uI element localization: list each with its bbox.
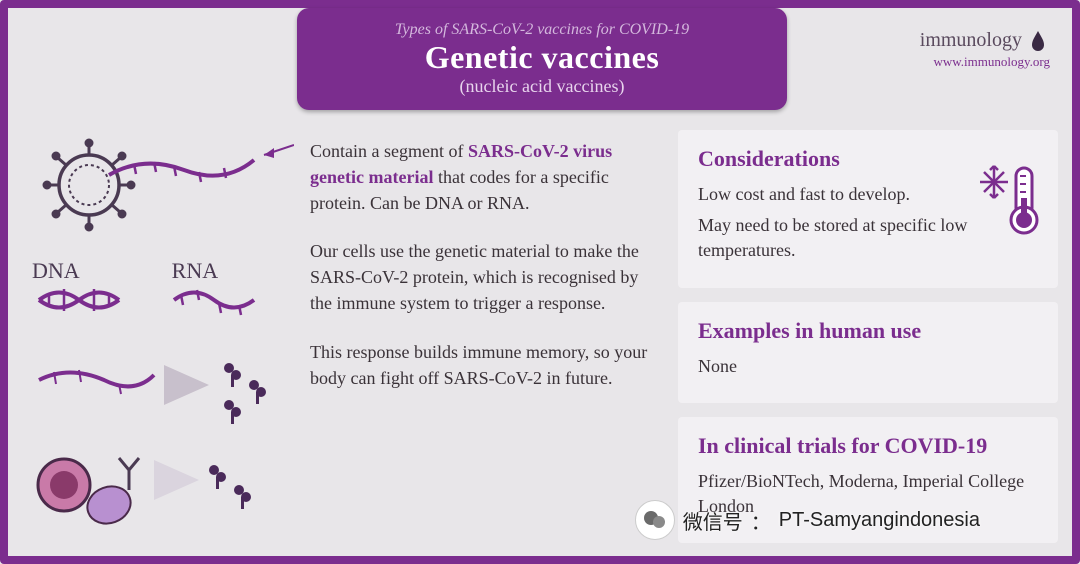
- trials-title: In clinical trials for COVID-19: [698, 433, 1038, 459]
- illustration-area: DNA RNA: [24, 130, 294, 530]
- brand-name: immunology: [920, 28, 1050, 52]
- brand-block: immunology www.immunology.org: [920, 28, 1050, 70]
- watermark-label: 微信号: [683, 506, 743, 535]
- subtitle: (nucleic acid vaccines): [460, 76, 625, 97]
- page-title: Genetic vaccines: [425, 39, 660, 76]
- nucleic-acid-labels: DNA RNA: [24, 258, 284, 284]
- dna-label: DNA: [32, 258, 80, 284]
- brand-text: immunology: [920, 29, 1022, 52]
- paragraph-1: Contain a segment of SARS-CoV-2 virus ge…: [310, 138, 650, 216]
- brand-url: www.immunology.org: [920, 54, 1050, 70]
- info-boxes: Considerations Low cost and fast to deve…: [678, 130, 1058, 543]
- pretitle: Types of SARS-CoV-2 vaccines for COVID-1…: [395, 21, 689, 39]
- examples-line1: None: [698, 354, 1038, 379]
- watermark-value: PT-Samyangindonesia: [779, 509, 980, 532]
- paragraph-2: Our cells use the genetic material to ma…: [310, 238, 650, 316]
- droplet-icon: [1026, 28, 1050, 52]
- title-banner: Types of SARS-CoV-2 vaccines for COVID-1…: [297, 8, 787, 110]
- rna-label: RNA: [172, 258, 218, 284]
- vaccine-diagram-icon: [24, 130, 294, 530]
- examples-box: Examples in human use None: [678, 302, 1058, 403]
- considerations-box: Considerations Low cost and fast to deve…: [678, 130, 1058, 288]
- examples-title: Examples in human use: [698, 318, 1038, 344]
- wechat-icon: [635, 500, 675, 540]
- thermometer-snowflake-icon: [976, 160, 1040, 238]
- wechat-watermark: 微信号：PT-Samyangindonesia: [635, 500, 980, 540]
- main-description: Contain a segment of SARS-CoV-2 virus ge…: [310, 138, 650, 413]
- paragraph-3: This response builds immune memory, so y…: [310, 339, 650, 391]
